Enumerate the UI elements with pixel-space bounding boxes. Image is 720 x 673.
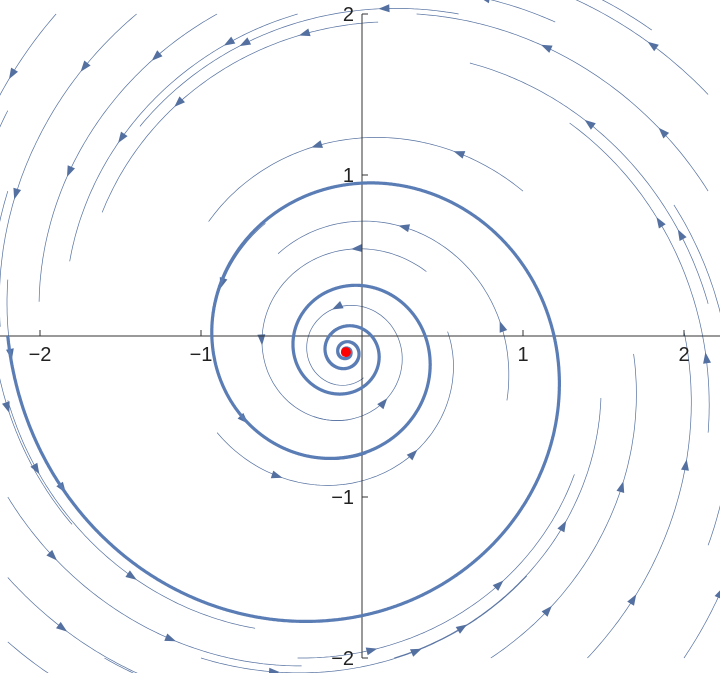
y-tick-label: 2: [343, 4, 354, 26]
stream-line: [139, 8, 459, 127]
x-tick-label: 2: [678, 344, 689, 366]
stream-line: [7, 577, 138, 673]
stream-arrow: [67, 165, 75, 177]
stream-arrow: [257, 334, 266, 346]
stream-line: [7, 641, 49, 673]
stream-line: [469, 62, 709, 304]
stream-arrow: [681, 459, 689, 471]
y-tick-label: 1: [343, 165, 354, 187]
stream-line: [0, 13, 57, 96]
stream-arrow: [125, 570, 137, 580]
stream-arrow: [298, 28, 311, 37]
x-tick-label: −2: [29, 344, 52, 366]
stream-arrow: [239, 37, 252, 47]
stream-arrow: [406, 449, 418, 461]
stream-line: [490, 0, 556, 23]
stream-line: [277, 220, 510, 401]
stream-arrow: [46, 549, 57, 561]
stream-line: [0, 13, 137, 327]
stream-line: [200, 575, 528, 673]
stream-line: [587, 331, 692, 659]
stream-arrow: [268, 667, 280, 673]
stream-arrow: [584, 119, 596, 130]
stream-arrow: [492, 580, 504, 591]
stream-line: [0, 110, 9, 128]
stream-arrow: [455, 624, 468, 634]
stream-line: [216, 331, 454, 486]
stream-line: [101, 21, 379, 213]
stream-line: [208, 137, 524, 222]
x-tick-label: −1: [190, 344, 213, 366]
highlighted-trajectory: [6, 181, 561, 623]
stream-arrow: [677, 229, 687, 241]
stream-arrow: [118, 131, 128, 143]
stream-arrow: [223, 36, 236, 46]
y-tick-label: −1: [331, 487, 354, 509]
stream-arrow: [540, 44, 553, 53]
stream-arrow: [30, 462, 40, 475]
stream-arrow: [656, 217, 666, 229]
highlighted-trajectory-layer: [6, 181, 561, 623]
stream-arrow: [13, 187, 22, 200]
stream-arrow: [332, 301, 344, 310]
stream-line: [7, 496, 302, 667]
stream-arrow: [2, 401, 10, 413]
stream-arrow: [164, 633, 176, 642]
stream-arrow: [151, 50, 163, 61]
stream-arrow: [311, 140, 323, 148]
equilibrium-point: [340, 347, 351, 358]
stream-arrow: [541, 605, 552, 617]
stream-line: [394, 397, 602, 659]
stream-arrow: [378, 4, 390, 13]
axes: [0, 14, 720, 658]
stream-line: [104, 657, 134, 673]
stream-line: [297, 474, 575, 659]
stream-arrow: [647, 41, 659, 52]
stream-arrow: [9, 67, 18, 80]
stream-line: [601, 0, 652, 31]
stream-arrow: [616, 481, 625, 493]
stream-arrow: [365, 647, 378, 656]
stream-line: [69, 13, 298, 262]
stream-line: [575, 0, 709, 95]
stream-arrow: [453, 151, 466, 159]
stream-arrow: [56, 621, 68, 632]
tick-marks: −2 −1 1 2 2 1 −1 −2: [29, 4, 690, 670]
stream-arrow: [714, 590, 720, 599]
stream-arrow: [80, 60, 91, 72]
stream-arrow: [174, 96, 185, 107]
stream-line: [569, 122, 710, 433]
stream-arrow: [410, 648, 422, 657]
x-tick-label: 1: [517, 344, 528, 366]
stream-line: [7, 400, 256, 629]
stream-arrow: [499, 321, 508, 333]
stream-line: [306, 304, 403, 421]
stream-line: [261, 248, 427, 421]
stream-line: [416, 13, 709, 192]
stream-line: [490, 353, 637, 659]
stream-arrow: [398, 224, 410, 233]
stream-line: [0, 191, 73, 525]
stream-arrow: [627, 594, 637, 606]
stream-line: [38, 13, 218, 302]
stream-arrow: [557, 520, 567, 533]
stream-arrow: [377, 398, 388, 410]
stream-arrow: [483, 0, 490, 4]
stream-arrow: [658, 127, 670, 139]
y-tick-label: −2: [331, 648, 354, 670]
stream-line: [683, 592, 720, 659]
stream-arrow: [703, 352, 711, 364]
stream-line: [673, 204, 720, 546]
stream-arrow: [270, 470, 283, 479]
stream-arrow: [351, 244, 363, 252]
